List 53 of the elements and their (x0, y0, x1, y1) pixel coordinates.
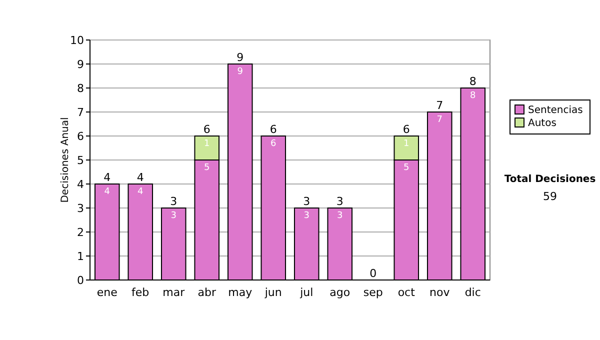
total-label: 9 (236, 51, 244, 64)
x-tick-label: jun (264, 286, 282, 299)
y-axis-title: Decisiones Anual (60, 117, 71, 203)
legend-label: Autos (528, 118, 556, 129)
x-tick-label: nov (430, 286, 450, 299)
data-label: 3 (337, 211, 343, 221)
y-tick-label: 1 (77, 250, 84, 263)
total-label: 6 (270, 123, 277, 136)
y-tick-label: 7 (77, 106, 84, 119)
data-label: 1 (204, 139, 210, 149)
x-tick-label: feb (132, 286, 150, 299)
data-label: 3 (170, 211, 176, 221)
x-tick-label: ago (330, 286, 350, 299)
data-label: 4 (138, 187, 144, 197)
text: 59 (543, 190, 557, 203)
total-label: 3 (336, 195, 344, 208)
x-tick-label: jul (299, 286, 314, 299)
x-tick-label: abr (198, 286, 216, 299)
total-label: 4 (104, 171, 111, 184)
total-label: 6 (402, 123, 410, 136)
data-label: 9 (237, 67, 244, 77)
total-label: 3 (170, 195, 178, 208)
data-label: 4 (104, 187, 110, 197)
total-label: 7 (436, 99, 444, 112)
data-label: 7 (436, 115, 442, 125)
total-label: 8 (469, 75, 476, 88)
x-tick-label: dic (464, 286, 481, 299)
data-label: 8 (470, 91, 476, 101)
y-tick-label: 3 (77, 202, 84, 215)
data-label: 5 (404, 163, 410, 173)
data-label: 5 (204, 163, 210, 173)
y-tick-label: 0 (77, 274, 84, 287)
total-label: 4 (136, 171, 144, 184)
y-tick-label: 9 (77, 58, 84, 71)
total-label: 3 (303, 195, 310, 208)
x-tick-label: sep (363, 286, 383, 299)
data-label: 3 (304, 211, 310, 221)
x-tick-label: may (228, 286, 253, 299)
y-tick-label: 10 (70, 34, 84, 47)
data-label: 1 (404, 139, 410, 149)
y-tick-label: 2 (77, 226, 84, 239)
x-tick-label: mar (162, 286, 186, 299)
y-tick-label: 5 (77, 154, 84, 167)
total-label: 0 (370, 267, 377, 280)
total-label: 6 (203, 123, 210, 136)
y-tick-label: 6 (77, 130, 84, 143)
legend-label: Sentencias (528, 105, 583, 116)
y-tick-label: 4 (77, 178, 84, 191)
y-tick-label: 8 (77, 82, 84, 95)
x-tick-label: ene (96, 286, 118, 299)
data-label: 6 (270, 139, 277, 149)
text: Total Decisiones (504, 174, 596, 185)
x-tick-label: oct (398, 286, 416, 299)
